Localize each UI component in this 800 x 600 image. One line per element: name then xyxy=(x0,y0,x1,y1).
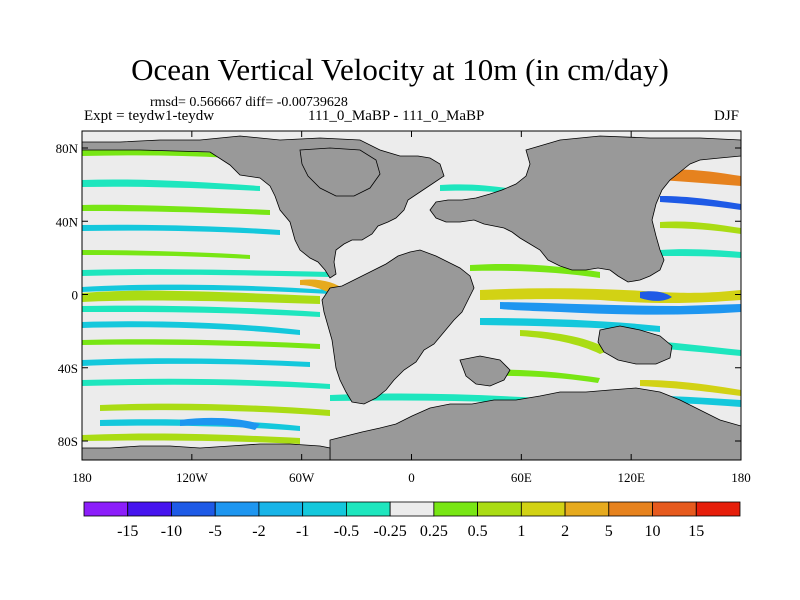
colorbar-label: -10 xyxy=(161,523,182,540)
lon-tick-label: 0 xyxy=(408,470,415,485)
longitude-axis: 180 120W 60W 0 60E 120E 180 xyxy=(72,131,751,485)
colorbar-label: -15 xyxy=(117,523,138,540)
lon-tick-label: 180 xyxy=(731,470,751,485)
lon-tick-label: 120E xyxy=(617,470,645,485)
colorbar-label: 0.5 xyxy=(468,523,488,540)
colorbar-swatch xyxy=(433,501,479,517)
colorbar-swatch xyxy=(345,501,391,517)
colorbar-swatch xyxy=(127,501,172,517)
colorbar-label: 2 xyxy=(561,523,569,540)
colorbar-swatch xyxy=(652,501,697,517)
colorbar-label: 10 xyxy=(645,523,661,540)
colorbar-swatch xyxy=(477,501,522,517)
colorbar-swatch xyxy=(389,501,435,517)
colorbar-swatch xyxy=(258,501,304,517)
colorbar-label: -1 xyxy=(296,523,309,540)
colorbar-label: -0.5 xyxy=(334,523,359,540)
lon-tick-label: 60E xyxy=(511,470,532,485)
colorbar-swatch xyxy=(564,501,610,517)
lat-tick-label: 40N xyxy=(56,214,79,229)
stats-text: rmsd= 0.566667 diff= -0.00739628 xyxy=(150,95,348,110)
lat-tick-label: 80S xyxy=(58,434,78,449)
colorbar-label: 5 xyxy=(605,523,613,540)
lon-tick-label: 120W xyxy=(176,470,209,485)
colorbar-swatch xyxy=(302,501,347,517)
colorbar-label: 0.25 xyxy=(420,523,448,540)
lat-tick-label: 80N xyxy=(56,141,79,156)
chart-title: Ocean Vertical Velocity at 10m (in cm/da… xyxy=(131,52,669,87)
lon-tick-label: 180 xyxy=(72,470,92,485)
colorbar-label: -5 xyxy=(209,523,222,540)
experiment-label: Expt = teydw1-teydw xyxy=(84,108,215,124)
colorbar-label: 1 xyxy=(517,523,525,540)
colorbar-swatch xyxy=(608,501,653,517)
latitude-axis: 80N 40N 0 40S 80S xyxy=(56,141,741,449)
colorbar-label: -2 xyxy=(252,523,265,540)
lon-tick-label: 60W xyxy=(289,470,315,485)
colorbar-swatch xyxy=(695,501,741,517)
colorbar-label: -0.25 xyxy=(373,523,406,540)
colorbar-swatch xyxy=(83,501,129,517)
season-label: DJF xyxy=(713,108,739,124)
colorbar-swatch xyxy=(520,501,566,517)
lat-tick-label: 40S xyxy=(58,361,78,376)
lat-tick-label: 0 xyxy=(72,288,79,303)
map-area xyxy=(81,130,742,461)
colorbar-swatch xyxy=(171,501,216,517)
land-masses xyxy=(82,135,741,460)
colorbar-swatch xyxy=(214,501,260,517)
period-label: 111_0_MaBP - 111_0_MaBP xyxy=(308,108,485,124)
colorbar-label: 15 xyxy=(688,523,704,540)
colorbar: -15 -10 -5 -2 -1 -0.5 -0.25 0.25 0.5 1 2 5 10 15 xyxy=(83,501,741,540)
